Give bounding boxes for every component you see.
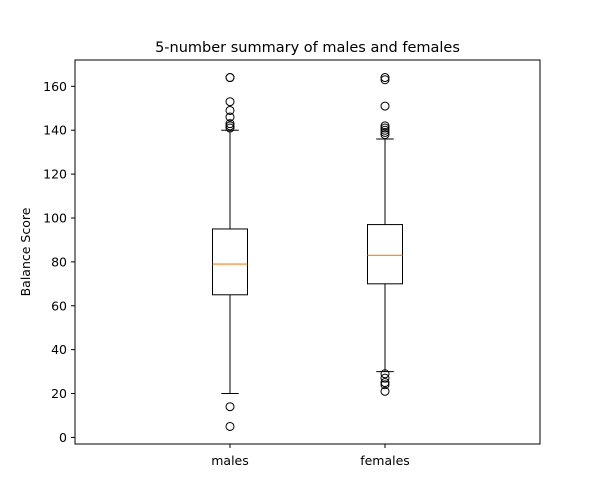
outlier-point <box>225 123 235 133</box>
y-tick-label: 40 <box>51 342 67 357</box>
y-tick-label: 20 <box>51 386 67 401</box>
outlier-point <box>380 101 390 111</box>
outlier-point <box>225 121 235 131</box>
chart-title: 5-number summary of males and females <box>155 40 460 56</box>
outlier-point <box>380 125 390 135</box>
y-tick-label: 100 <box>43 210 67 225</box>
y-axis-label: Balance Score <box>18 207 33 296</box>
outlier-point <box>380 373 390 383</box>
outlier-point <box>380 386 390 396</box>
y-tick-label: 120 <box>43 167 67 182</box>
outlier-point <box>225 402 235 412</box>
plot-frame <box>74 59 541 445</box>
y-tick-label: 140 <box>43 123 67 138</box>
box-iqr <box>212 228 248 296</box>
outlier-point <box>380 378 390 388</box>
outlier-point <box>380 380 390 390</box>
outlier-point <box>380 127 390 137</box>
outlier-point <box>380 121 390 131</box>
outlier-point <box>380 130 390 140</box>
outlier-point <box>380 369 390 379</box>
outlier-point <box>380 123 390 133</box>
x-tick-label: females <box>360 453 410 468</box>
outlier-point <box>380 75 390 85</box>
y-tick-label: 0 <box>59 430 67 445</box>
outlier-point <box>380 73 390 83</box>
x-tick-label: males <box>211 453 249 468</box>
y-tick-label: 80 <box>51 254 67 269</box>
outlier-point <box>225 421 235 431</box>
plot-area: 0 20 40 60 80 100 120 140 160 males females <box>43 73 410 468</box>
outlier-point <box>225 112 235 122</box>
outlier-point <box>225 105 235 115</box>
y-tick-label: 60 <box>51 298 67 313</box>
outlier-point <box>225 119 235 129</box>
y-tick-label: 160 <box>43 79 67 94</box>
outlier-point <box>225 73 235 83</box>
outlier-point <box>225 97 235 107</box>
box-iqr <box>367 224 403 285</box>
